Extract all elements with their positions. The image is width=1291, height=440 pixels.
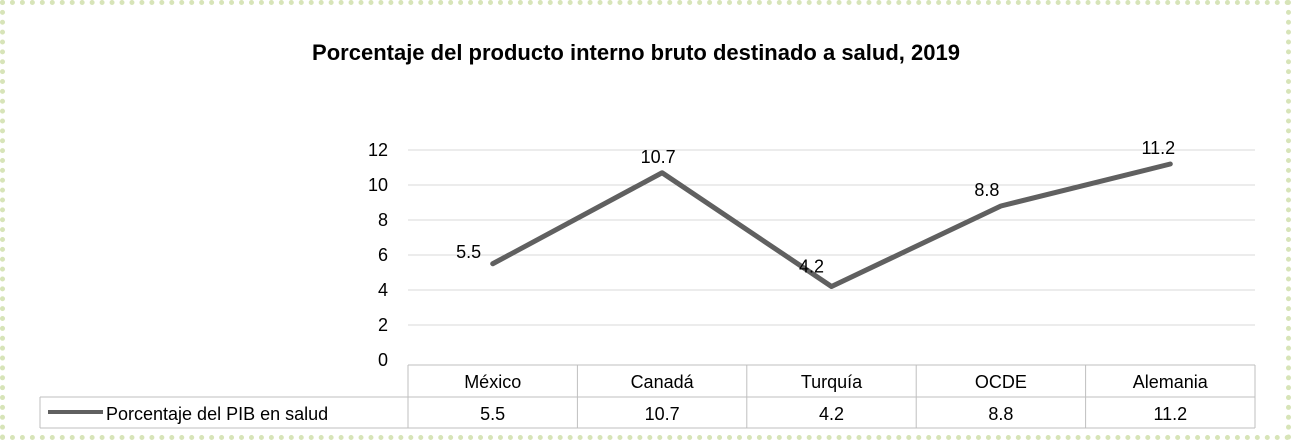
table-value: 4.2: [819, 404, 844, 424]
y-tick-label: 10: [368, 175, 388, 195]
data-label: 10.7: [641, 147, 676, 167]
legend-series-name: Porcentaje del PIB en salud: [106, 404, 328, 424]
y-tick-label: 6: [378, 245, 388, 265]
table-value: 11.2: [1153, 404, 1187, 424]
y-tick-label: 4: [378, 280, 388, 300]
data-label: 5.5: [456, 242, 481, 262]
category-label: Alemania: [1133, 372, 1209, 392]
table-value: 5.5: [480, 404, 505, 424]
series-line: [490, 161, 1173, 289]
category-label: Turquía: [801, 372, 863, 392]
table-value: 10.7: [645, 404, 680, 424]
y-tick-label: 2: [378, 315, 388, 335]
y-tick-label: 8: [378, 210, 388, 230]
chart-title: Porcentaje del producto interno bruto de…: [312, 40, 960, 65]
table-value: 8.8: [988, 404, 1013, 424]
category-label: México: [464, 372, 521, 392]
category-label: Canadá: [631, 372, 695, 392]
y-tick-label: 0: [378, 350, 388, 370]
data-label: 11.2: [1141, 138, 1175, 158]
y-tick-label: 12: [368, 140, 388, 160]
data-label: 4.2: [799, 257, 824, 277]
category-label: OCDE: [975, 372, 1027, 392]
data-label: 8.8: [974, 180, 999, 200]
